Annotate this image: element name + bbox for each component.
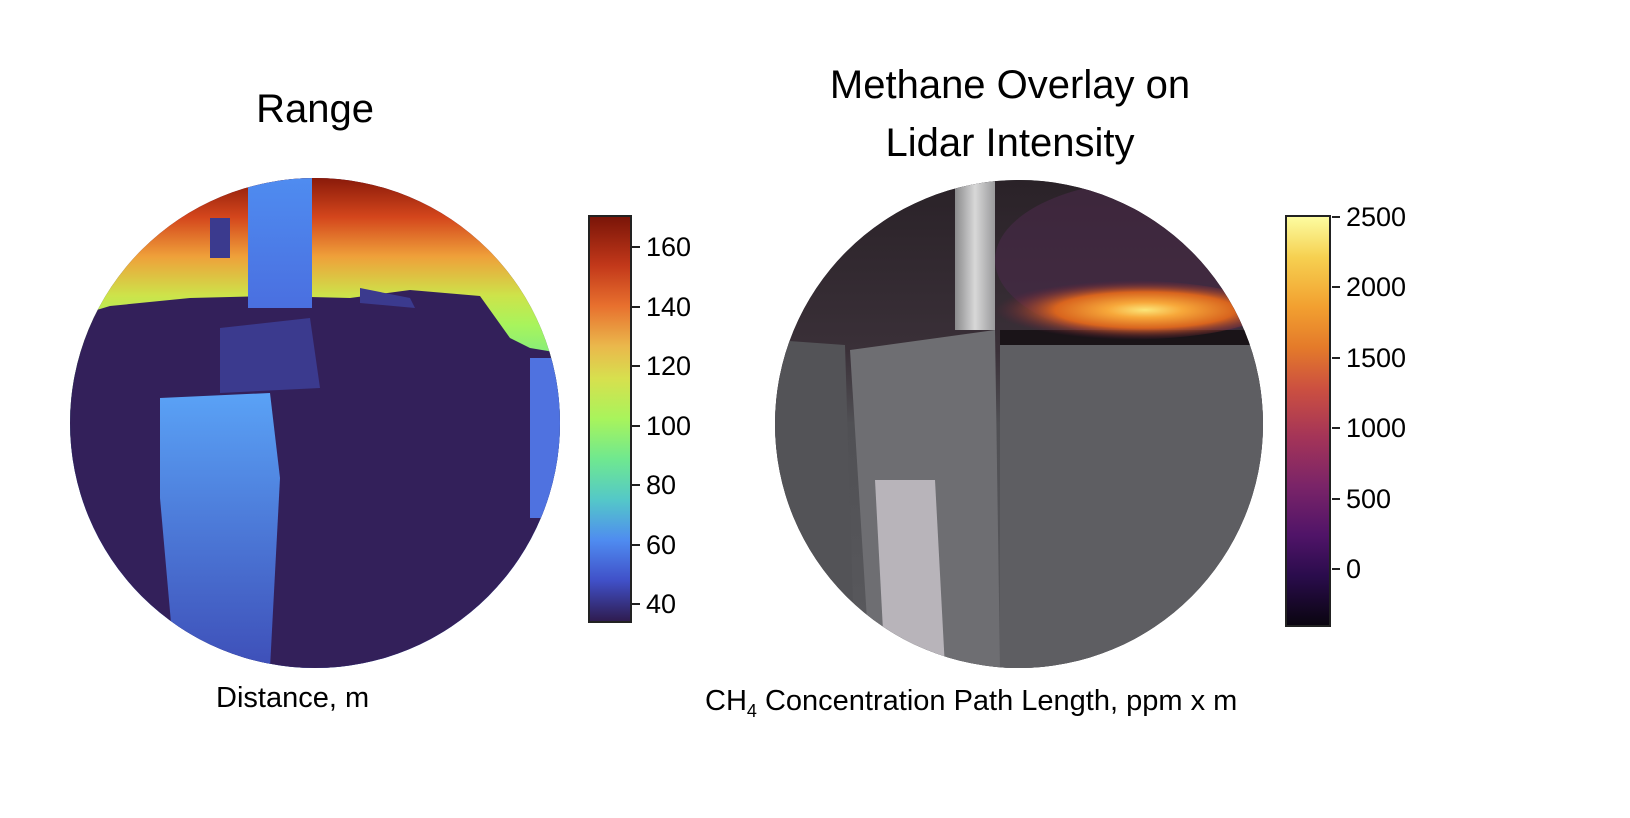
methane-title-line1: Methane Overlay on (829, 63, 1191, 107)
caption-rest: Concentration Path Length, ppm x m (756, 685, 1238, 717)
range-title: Range (256, 87, 374, 131)
methane-tick: 2500 (1331, 202, 1407, 232)
methane-tick: 1000 (1331, 413, 1407, 443)
range-tick: 100 (631, 411, 692, 441)
methane-tick: 500 (1331, 484, 1392, 514)
range-caption: Distance, m (216, 682, 370, 714)
methane-colorbar (1285, 215, 1331, 627)
methane-tick: 0 (1331, 554, 1362, 584)
methane-title-line2: Lidar Intensity (885, 121, 1135, 165)
methane-caption: CH4 Concentration Path Length, ppm x m (705, 685, 1237, 722)
range-tick: 40 (631, 589, 677, 619)
methane-tick: 1500 (1331, 343, 1407, 373)
methane-title: Methane Overlay on Lidar Intensity (760, 56, 1260, 172)
range-tick: 120 (631, 351, 692, 381)
methane-tick: 2000 (1331, 272, 1407, 302)
caption-ch: CH (705, 685, 747, 717)
range-colorbar (588, 215, 632, 623)
range-heatmap (70, 178, 560, 668)
range-tick: 80 (631, 470, 677, 500)
methane-image (775, 180, 1263, 668)
methane-overlay-image (775, 180, 1263, 668)
range-image (70, 178, 560, 668)
range-tick: 60 (631, 530, 677, 560)
range-tick: 140 (631, 292, 692, 322)
range-tick: 160 (631, 232, 692, 262)
caption-subscript: 4 (746, 700, 757, 721)
